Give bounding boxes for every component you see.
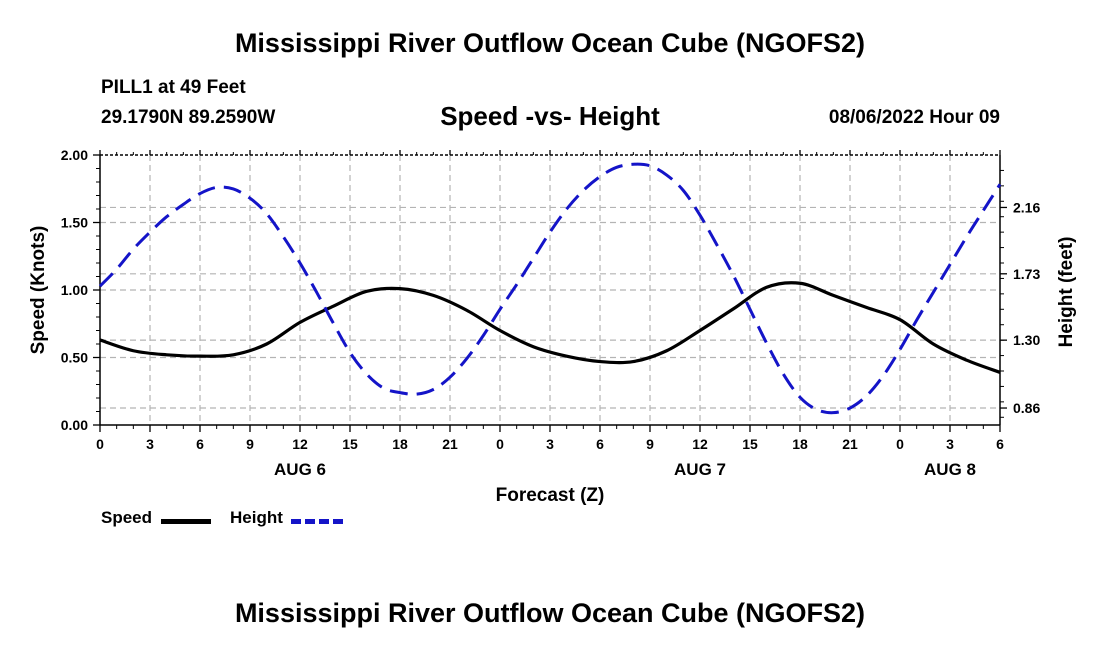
x-tick-label: 0: [896, 436, 904, 452]
date-label: AUG 7: [674, 460, 726, 479]
chart-main-title: Mississippi River Outflow Ocean Cube (NG…: [234, 28, 866, 58]
x-tick-label: 0: [96, 436, 104, 452]
y-tick-label: 0.50: [61, 350, 88, 366]
y2-tick-label: 1.30: [1013, 332, 1040, 348]
x-tick-label: 3: [946, 436, 954, 452]
chart-subtitle: Speed -vs- Height: [440, 101, 660, 131]
x-tick-label: 18: [392, 436, 408, 452]
x-tick-label: 3: [146, 436, 154, 452]
legend-height-label: Height: [230, 508, 283, 527]
x-tick-label: 18: [792, 436, 808, 452]
x-tick-label: 3: [546, 436, 554, 452]
x-tick-label: 15: [342, 436, 358, 452]
x-tick-label: 12: [292, 436, 308, 452]
legend-height-swatch: [291, 519, 343, 524]
y2-tick-label: 0.86: [1013, 400, 1040, 416]
y2-axis-title: Height (feet): [1056, 237, 1077, 348]
x-tick-label: 9: [646, 436, 654, 452]
y-tick-label: 1.00: [61, 282, 88, 298]
station-label: PILL1 at 49 Feet: [101, 77, 246, 98]
forecast-datetime: 08/06/2022 Hour 09: [828, 107, 1000, 128]
x-tick-label: 21: [442, 436, 458, 452]
x-axis-title: Forecast (Z): [496, 485, 605, 506]
x-tick-label: 21: [842, 436, 858, 452]
x-tick-label: 6: [996, 436, 1004, 452]
x-tick-label: 6: [596, 436, 604, 452]
y-tick-label: 2.00: [61, 147, 88, 163]
date-label: AUG 8: [924, 460, 976, 479]
date-label: AUG 6: [274, 460, 326, 479]
x-tick-label: 9: [246, 436, 254, 452]
y-axis-title: Speed (Knots): [28, 226, 49, 355]
x-tick-label: 6: [196, 436, 204, 452]
y-tick-label: 1.50: [61, 215, 88, 231]
y2-tick-label: 1.73: [1013, 266, 1040, 282]
legend-speed-label: Speed: [101, 508, 153, 527]
speed-series-line: [99, 281, 1001, 374]
height-series-line: [98, 162, 1002, 415]
y2-tick-label: 2.16: [1013, 199, 1040, 215]
x-tick-label: 12: [692, 436, 708, 452]
x-tick-label: 0: [496, 436, 504, 452]
x-tick-label: 15: [742, 436, 758, 452]
footer-title: Mississippi River Outflow Ocean Cube (NG…: [234, 598, 866, 628]
y-tick-label: 0.00: [61, 417, 88, 433]
station-coordinates: 29.1790N 89.2590W: [101, 107, 276, 128]
legend-speed-swatch: [161, 519, 211, 524]
